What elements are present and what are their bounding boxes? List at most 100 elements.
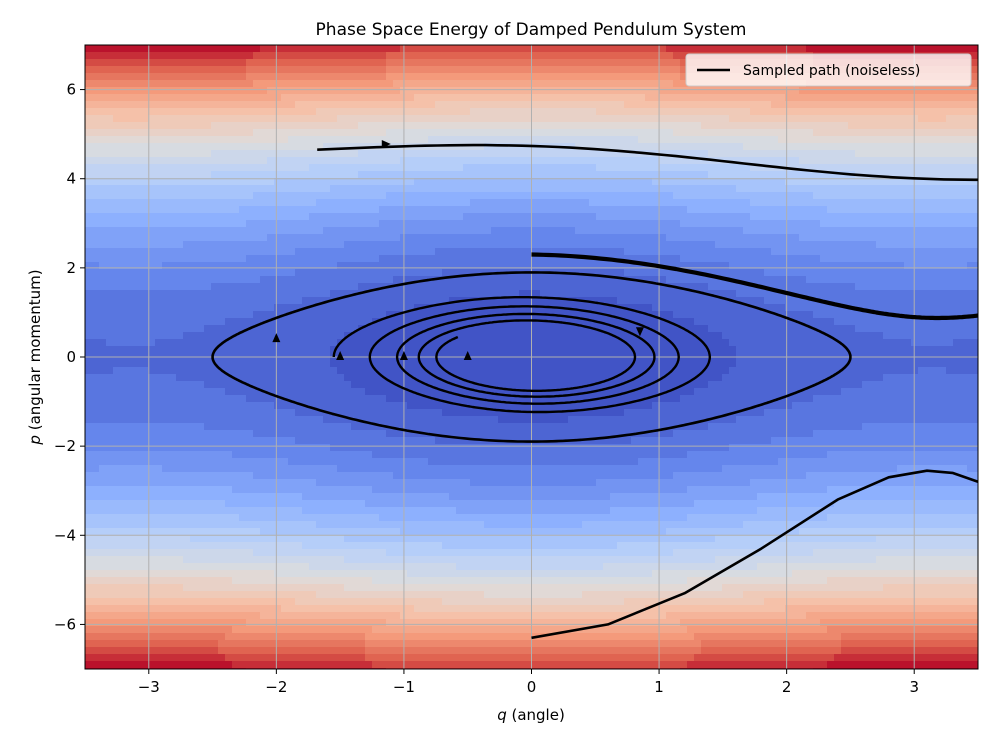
contour-cell bbox=[442, 227, 450, 235]
contour-cell bbox=[512, 199, 520, 207]
contour-cell bbox=[386, 178, 394, 186]
contour-cell bbox=[792, 115, 800, 123]
contour-cell bbox=[491, 262, 499, 270]
contour-cell bbox=[85, 101, 93, 109]
contour-cell bbox=[967, 206, 975, 214]
contour-cell bbox=[659, 171, 667, 179]
contour-cell bbox=[722, 101, 730, 109]
contour-cell bbox=[673, 206, 681, 214]
contour-cell bbox=[848, 276, 856, 284]
contour-cell bbox=[85, 220, 93, 228]
contour-cell bbox=[491, 276, 499, 284]
contour-cell bbox=[582, 283, 590, 291]
contour-cell bbox=[918, 115, 926, 123]
contour-cell bbox=[701, 255, 709, 263]
contour-cell bbox=[729, 178, 737, 186]
contour-cell bbox=[715, 171, 723, 179]
contour-cell bbox=[463, 122, 471, 130]
contour-cell bbox=[743, 241, 751, 249]
contour-cell bbox=[309, 94, 317, 102]
contour-cell bbox=[281, 234, 289, 242]
contour-cell bbox=[939, 199, 947, 207]
contour-cell bbox=[519, 87, 527, 95]
contour-cell bbox=[687, 213, 695, 221]
contour-cell bbox=[260, 66, 268, 74]
contour-cell bbox=[764, 276, 772, 284]
contour-cell bbox=[120, 143, 128, 151]
contour-cell bbox=[610, 171, 618, 179]
contour-cell bbox=[512, 73, 520, 81]
contour-cell bbox=[855, 108, 863, 116]
contour-cell bbox=[799, 178, 807, 186]
contour-cell bbox=[624, 150, 632, 158]
contour-cell bbox=[505, 241, 513, 249]
contour-cell bbox=[176, 157, 184, 165]
contour-cell bbox=[617, 52, 625, 60]
contour-cell bbox=[260, 290, 268, 298]
contour-cell bbox=[260, 136, 268, 144]
contour-cell bbox=[393, 185, 401, 193]
contour-cell bbox=[484, 164, 492, 172]
contour-cell bbox=[932, 150, 940, 158]
contour-cell bbox=[519, 136, 527, 144]
contour-cell bbox=[449, 199, 457, 207]
contour-cell bbox=[967, 178, 975, 186]
contour-cell bbox=[617, 66, 625, 74]
contour-cell bbox=[505, 87, 513, 95]
contour-cell bbox=[155, 290, 163, 298]
contour-cell bbox=[764, 94, 772, 102]
contour-cell bbox=[603, 304, 611, 312]
contour-cell bbox=[750, 220, 758, 228]
contour-cell bbox=[85, 241, 93, 249]
contour-cell bbox=[617, 199, 625, 207]
contour-cell bbox=[316, 45, 324, 53]
contour-cell bbox=[351, 248, 359, 256]
contour-cell bbox=[624, 206, 632, 214]
contour-cell bbox=[617, 248, 625, 256]
contour-cell bbox=[771, 206, 779, 214]
contour-cell bbox=[701, 220, 709, 228]
contour-cell bbox=[337, 192, 345, 200]
contour-cell bbox=[365, 262, 373, 270]
contour-cell bbox=[379, 66, 387, 74]
contour-cell bbox=[505, 283, 513, 291]
contour-cell bbox=[596, 297, 604, 305]
contour-cell bbox=[792, 178, 800, 186]
contour-cell bbox=[729, 269, 737, 277]
contour-cell bbox=[428, 108, 436, 116]
contour-cell bbox=[575, 304, 583, 312]
contour-cell bbox=[778, 136, 786, 144]
contour-cell bbox=[421, 248, 429, 256]
contour-cell bbox=[302, 248, 310, 256]
contour-cell bbox=[372, 227, 380, 235]
contour-cell bbox=[519, 101, 527, 109]
contour-cell bbox=[673, 115, 681, 123]
contour-cell bbox=[750, 269, 758, 277]
contour-cell bbox=[960, 206, 968, 214]
contour-cell bbox=[904, 101, 912, 109]
contour-cell bbox=[659, 227, 667, 235]
contour-cell bbox=[869, 192, 877, 200]
contour-cell bbox=[239, 164, 247, 172]
contour-cell bbox=[603, 52, 611, 60]
contour-cell bbox=[386, 52, 394, 60]
contour-cell bbox=[974, 290, 978, 298]
contour-cell bbox=[750, 248, 758, 256]
contour-cell bbox=[638, 101, 646, 109]
contour-cell bbox=[470, 234, 478, 242]
contour-cell bbox=[869, 290, 877, 298]
contour-cell bbox=[610, 164, 618, 172]
contour-cell bbox=[106, 276, 114, 284]
contour-cell bbox=[407, 255, 415, 263]
contour-cell bbox=[85, 87, 93, 95]
contour-cell bbox=[764, 171, 772, 179]
contour-cell bbox=[582, 115, 590, 123]
contour-cell bbox=[344, 101, 352, 109]
contour-cell bbox=[925, 164, 933, 172]
contour-cell bbox=[806, 311, 814, 319]
contour-cell bbox=[120, 115, 128, 123]
contour-cell bbox=[561, 73, 569, 81]
contour-cell bbox=[813, 241, 821, 249]
contour-cell bbox=[134, 136, 142, 144]
contour-cell bbox=[946, 129, 954, 137]
